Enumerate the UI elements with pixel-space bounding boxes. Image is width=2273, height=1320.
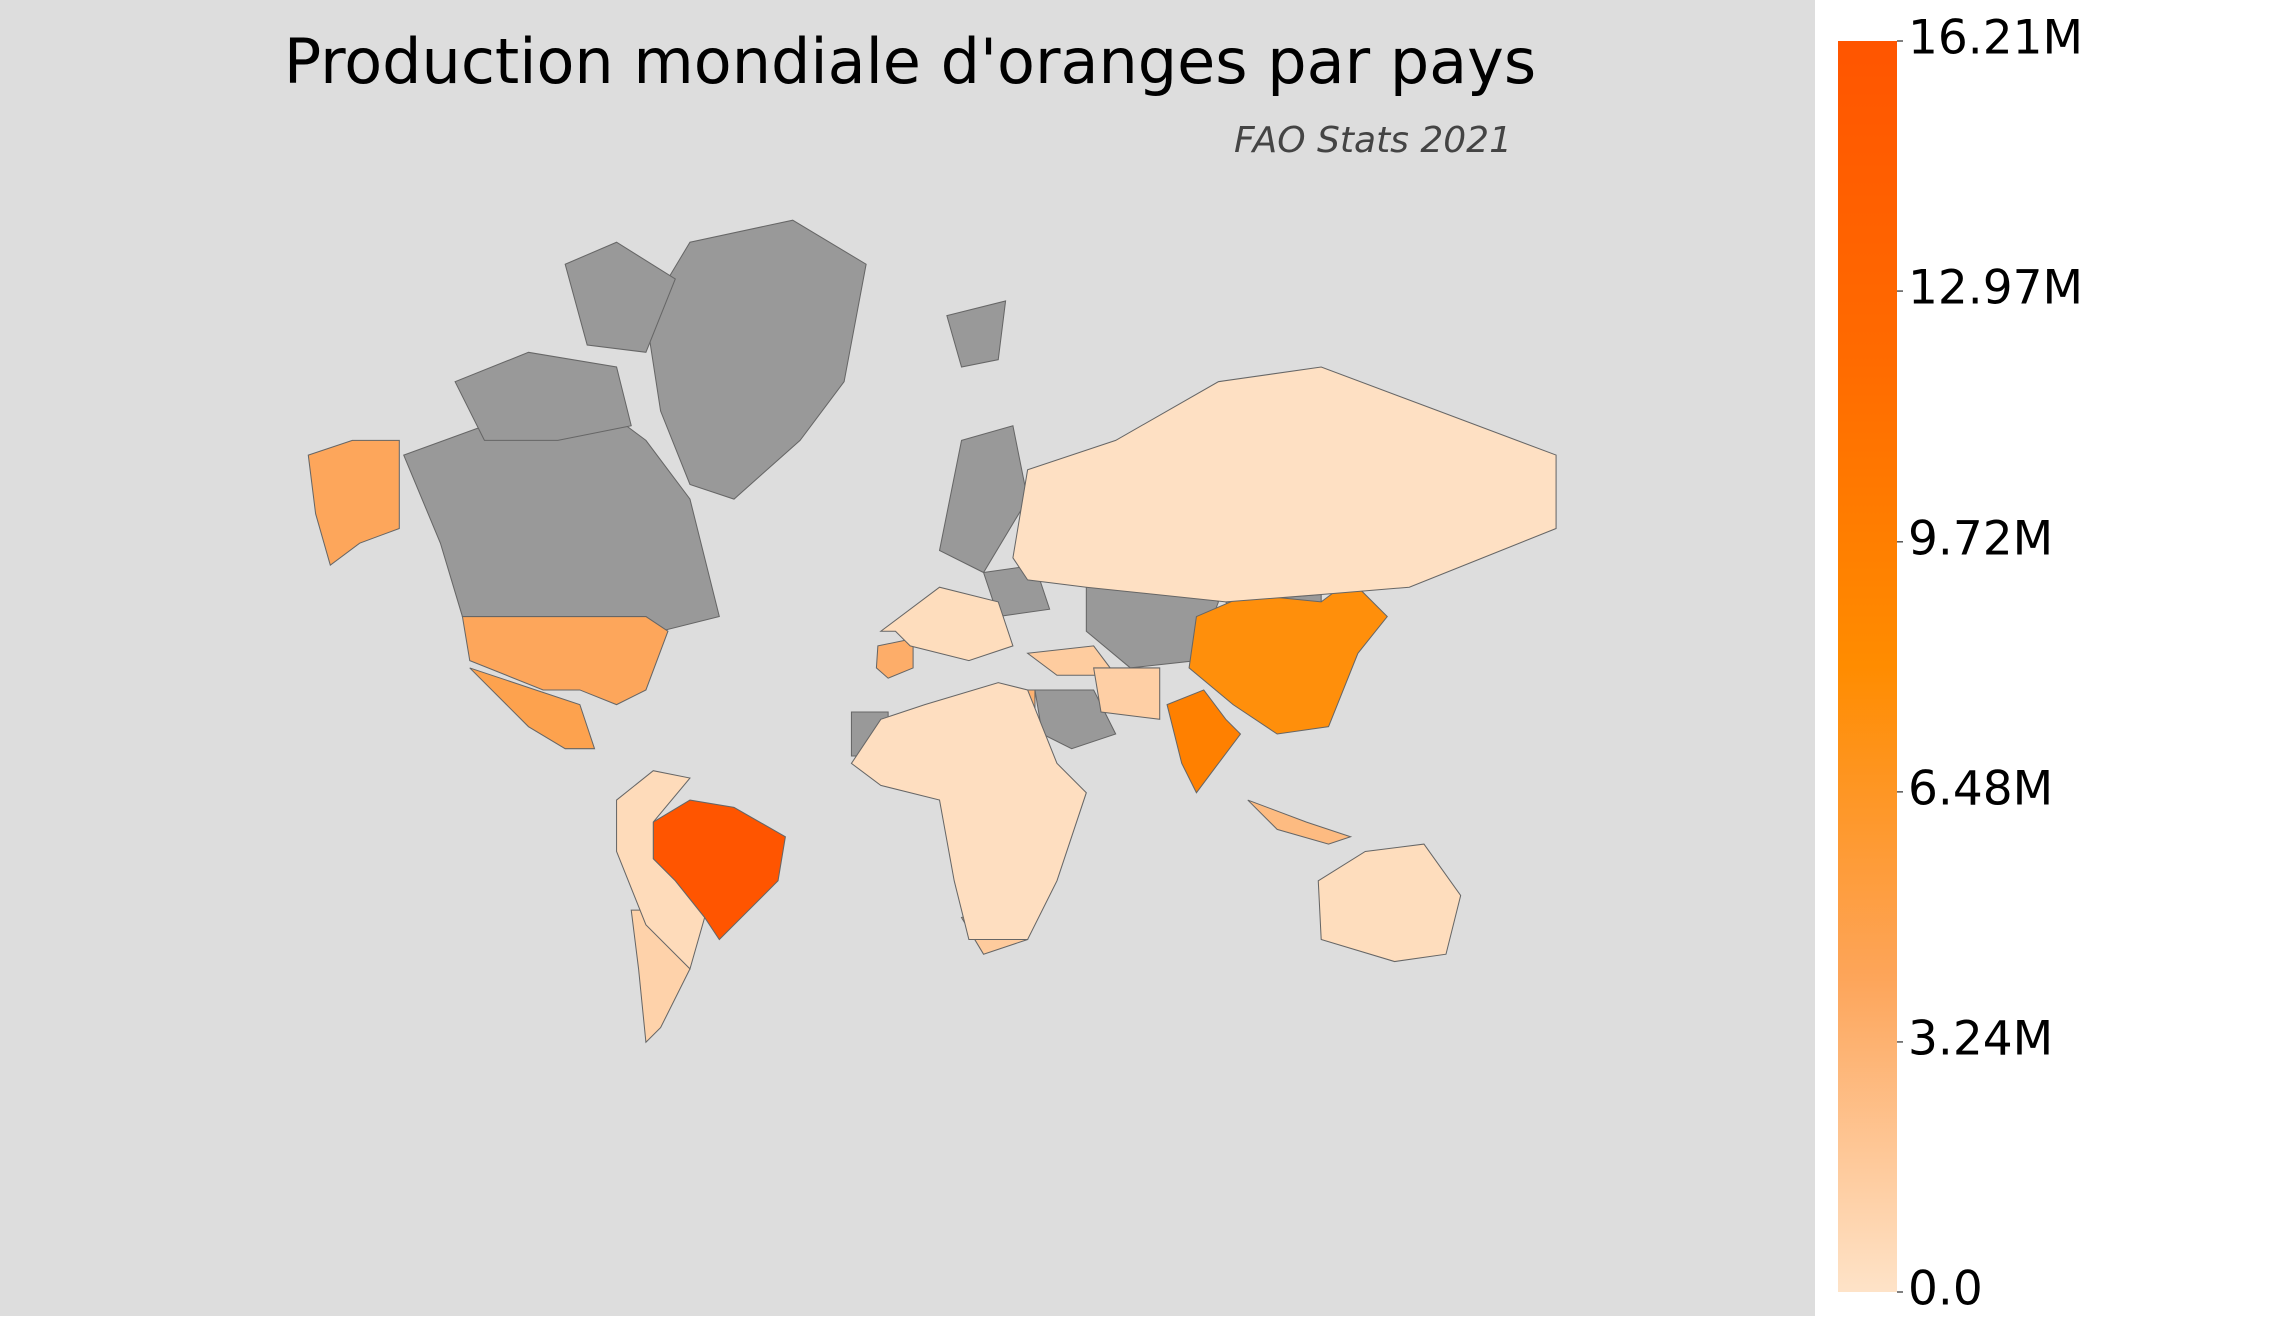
region xyxy=(454,351,632,441)
chart-subtitle: FAO Stats 2021 xyxy=(1234,120,1512,161)
map xyxy=(307,219,1557,1044)
region xyxy=(645,219,867,500)
region xyxy=(1093,667,1161,720)
region xyxy=(1317,843,1462,963)
region xyxy=(307,439,400,567)
region xyxy=(1166,689,1242,794)
region xyxy=(879,586,1014,662)
colorbar-tick-label: 16.21M xyxy=(1908,11,2083,66)
chart-title: Production mondiale d'oranges par pays xyxy=(284,25,1536,98)
region xyxy=(946,300,1007,368)
colorbar-tick-label: 12.97M xyxy=(1908,261,2083,316)
region xyxy=(938,425,1029,574)
region xyxy=(469,667,596,750)
region xyxy=(616,770,706,970)
colorbar-tick-label: 0.0 xyxy=(1908,1262,1983,1317)
region xyxy=(461,616,669,706)
colorbar-tick-label: 3.24M xyxy=(1908,1011,2053,1066)
colorbar-tick-label: 9.72M xyxy=(1908,511,2053,566)
region xyxy=(1247,799,1353,845)
colorbar xyxy=(1838,41,1897,1292)
colorbar-tick-label: 6.48M xyxy=(1908,761,2053,816)
region xyxy=(1188,579,1388,735)
region xyxy=(564,241,676,353)
region xyxy=(850,682,1087,941)
region xyxy=(1012,366,1557,603)
